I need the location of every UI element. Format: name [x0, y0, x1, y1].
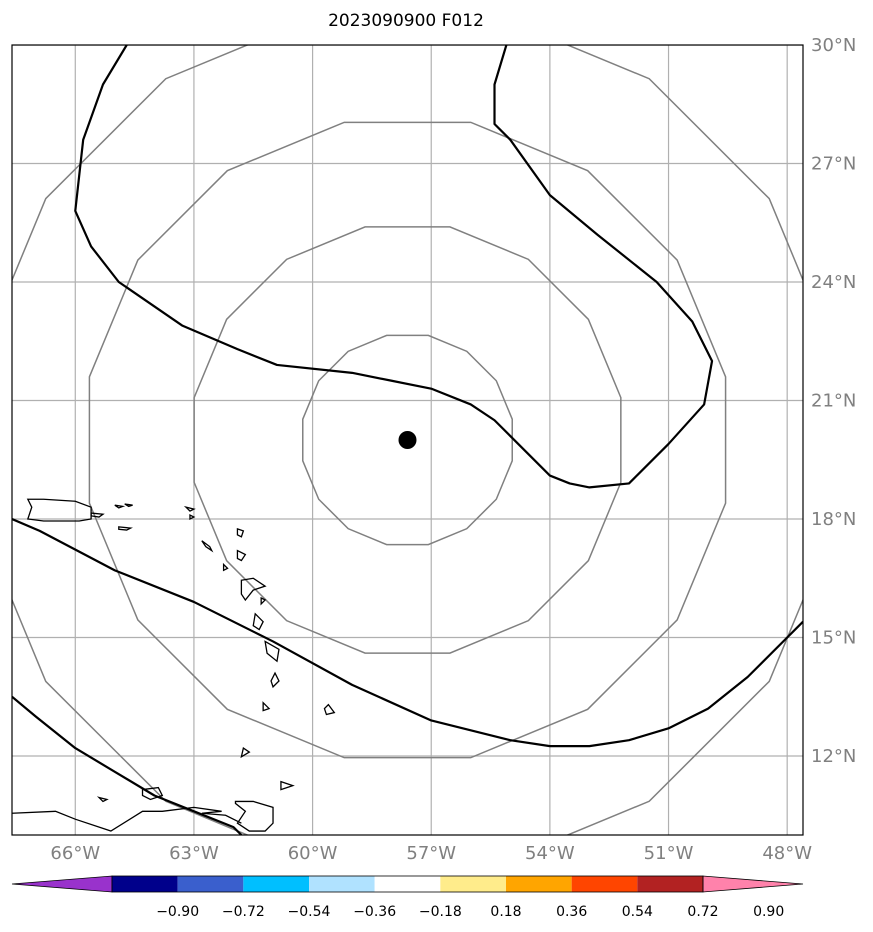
colorbar-tick-label: 0.72	[687, 904, 718, 920]
colorbar-segment	[374, 876, 441, 892]
range-ring	[193, 226, 622, 654]
coastlines	[12, 498, 336, 832]
coastline-margarita	[141, 786, 164, 801]
lat-tick-label: 30°N	[811, 35, 856, 56]
colorbar-tick-label: −0.72	[222, 904, 265, 920]
colorbar-extend-low	[11, 875, 113, 893]
storm-center-dot	[398, 431, 417, 449]
colorbar-tick-label: 0.36	[556, 904, 587, 920]
coastline-st-lucia	[270, 671, 280, 689]
contour-south-2	[12, 695, 243, 835]
coastline-marie-galante	[260, 596, 267, 606]
lat-tick-label: 21°N	[811, 391, 856, 412]
coastline-trinidad	[234, 800, 274, 832]
colorbar-segment	[309, 876, 375, 892]
colorbar-segment	[177, 876, 244, 892]
coastline-montserrat	[222, 562, 229, 572]
colorbar-segment	[571, 876, 638, 892]
coastline-barbados	[323, 703, 336, 716]
colorbar-tick-label: −0.90	[156, 904, 199, 920]
lat-tick-label: 15°N	[811, 628, 856, 649]
coastline-st-kitts	[201, 540, 214, 553]
coastline-vieques	[90, 512, 105, 518]
colorbar: −0.90 −0.72 −0.54 −0.36 −0.18 0.18 0.36 0.54 0.7…	[11, 875, 804, 920]
contour-south-1	[12, 517, 803, 748]
lon-tick-label: 63°W	[169, 843, 219, 864]
coastline-la-tortuga	[96, 796, 109, 803]
latitude-labels: 30°N 27°N 24°N 21°N 18°N 15°N 12°N	[811, 35, 856, 767]
coastline-virgin-islands-1	[114, 504, 126, 509]
figure-title: 2023090900 F012	[328, 11, 484, 31]
colorbar-segment	[637, 876, 703, 892]
coastline-antigua	[236, 549, 247, 562]
colorbar-tick-label: 0.18	[490, 904, 521, 920]
colorbar-segment	[243, 876, 309, 892]
coastline-barbuda	[236, 527, 245, 538]
colorbar-segment	[506, 876, 572, 892]
coastline-st-vincent	[262, 701, 271, 712]
lat-tick-label: 27°N	[811, 154, 856, 175]
coastline-virgin-islands-2	[124, 503, 133, 508]
map-frame	[11, 44, 804, 836]
colorbar-outline	[111, 875, 704, 893]
longitude-labels: 66°W 63°W 60°W 57°W 54°W 51°W 48°W	[50, 843, 812, 864]
coastline-puerto-rico	[26, 498, 92, 522]
colorbar-tick-label: −0.54	[288, 904, 331, 920]
colorbar-extend-high	[702, 875, 804, 893]
coastline-tobago	[280, 780, 295, 791]
lon-tick-label: 54°W	[525, 843, 575, 864]
colorbar-tick-label: 0.90	[753, 904, 784, 920]
coastline-st-croix	[118, 526, 133, 531]
lon-tick-label: 48°W	[762, 843, 812, 864]
coastline-dominica	[252, 612, 264, 631]
range-ring	[302, 334, 513, 546]
coastline-st-martin	[189, 513, 196, 521]
coastline-grenada	[240, 747, 251, 759]
colorbar-segment	[440, 876, 506, 892]
lat-tick-label: 18°N	[811, 509, 856, 530]
lon-tick-label: 57°W	[406, 843, 456, 864]
colorbar-tick-label: −0.36	[353, 904, 396, 920]
coastline-venezuela-coast	[12, 806, 242, 832]
colorbar-tick-label: −0.18	[419, 904, 462, 920]
colorbar-tick-label: 0.54	[622, 904, 653, 920]
lat-tick-label: 12°N	[811, 746, 856, 767]
lon-tick-label: 60°W	[288, 843, 338, 864]
lat-tick-label: 24°N	[811, 272, 856, 293]
lon-tick-label: 51°W	[644, 843, 694, 864]
lon-tick-label: 66°W	[50, 843, 100, 864]
contour-lines	[12, 45, 803, 835]
coastline-guadeloupe	[240, 577, 267, 602]
contour-north	[74, 45, 714, 489]
colorbar-segment	[112, 876, 178, 892]
coastline-anguilla	[183, 505, 196, 512]
storm-center-marker	[398, 431, 417, 449]
coastline-martinique	[264, 640, 280, 663]
range-ring	[12, 45, 803, 835]
